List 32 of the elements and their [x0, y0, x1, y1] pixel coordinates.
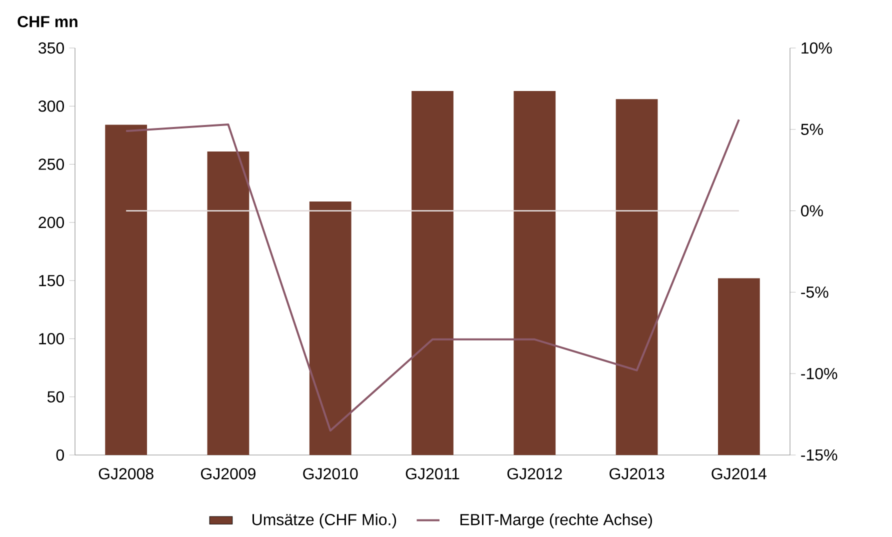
bar — [105, 124, 148, 455]
y-tick-label: 250 — [38, 158, 64, 170]
x-tick-label: GJ2014 — [712, 468, 766, 480]
bar — [514, 91, 556, 455]
bar — [718, 278, 760, 455]
y-tick-label: 200 — [38, 216, 64, 228]
bar — [207, 152, 250, 455]
legend-label: Umsätze (CHF Mio.) — [252, 514, 396, 528]
y2-tick-label: 10% — [802, 42, 832, 54]
x-tick-label: GJ2012 — [507, 468, 562, 480]
y-tick-label: 0 — [56, 449, 64, 461]
x-tick-label: GJ2009 — [200, 468, 256, 480]
chart-title: CHF mn — [18, 16, 78, 28]
y2-tick-label: 0% — [801, 205, 823, 216]
x-tick-label: GJ2010 — [303, 468, 358, 480]
y2-tick-label: -10% — [801, 368, 838, 380]
y2-tick-label: -5% — [801, 286, 828, 298]
x-tick-label: GJ2008 — [98, 468, 154, 480]
legend-label: EBIT-Marge (rechte Achse) — [460, 514, 652, 528]
bar — [412, 91, 454, 455]
y-tick-label: 100 — [39, 333, 64, 344]
y-tick-label: 150 — [39, 274, 64, 286]
y-tick-label: 350 — [38, 42, 64, 54]
y-tick-label: 300 — [38, 100, 64, 112]
x-tick-label: GJ2011 — [406, 468, 460, 480]
y2-tick-label: -15% — [801, 449, 838, 461]
bar — [616, 99, 658, 455]
x-tick-label: GJ2013 — [610, 468, 664, 480]
line-series — [125, 118, 740, 432]
y2-tick-label: 5% — [801, 124, 823, 136]
y-tick-label: 50 — [47, 391, 64, 403]
bar — [309, 202, 352, 455]
